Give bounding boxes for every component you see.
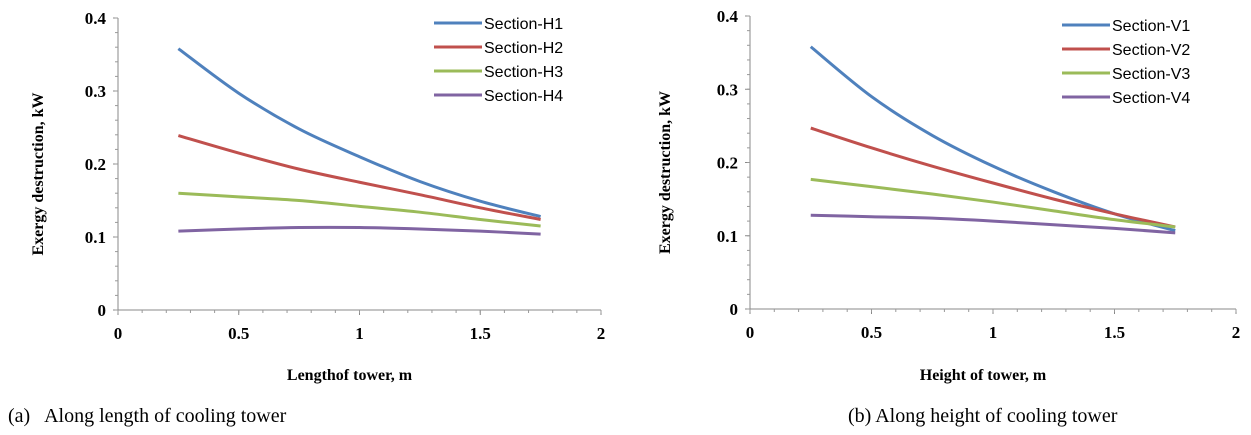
y-axis-title: Exergy destruction, kW xyxy=(657,91,674,254)
x-tick-label: 2 xyxy=(1232,323,1241,342)
legend-label: Section-V1 xyxy=(1112,18,1190,35)
legend-label: Section-H2 xyxy=(484,40,563,57)
x-tick-label: 1 xyxy=(355,324,364,343)
series-line-section-h2 xyxy=(177,134,541,221)
x-tick-label: 1 xyxy=(989,323,998,342)
chart-b: 0 0.1 0.2 0.3 0.4 0 0.5 1 1.5 2 Height of tower, m… xyxy=(657,7,1241,384)
legend-label: Section-H3 xyxy=(484,64,563,81)
y-tick-label: 0.1 xyxy=(85,228,106,247)
series-line-section-h1 xyxy=(177,47,541,219)
x-tick-label: 0.5 xyxy=(861,323,882,342)
chart-a: 0 0.1 0.2 0.3 0.4 0 0.5 1 1.5 2 Lengthof tower, m E… xyxy=(30,9,606,384)
y-tick-label: 0.4 xyxy=(717,7,739,26)
legend-label: Section-V2 xyxy=(1112,42,1190,59)
series-line-section-v4 xyxy=(810,213,1176,235)
series-line-section-v3 xyxy=(810,177,1176,229)
y-tick-label: 0.3 xyxy=(717,80,738,99)
y-tick-label: 0.1 xyxy=(717,227,738,246)
caption-b: (b) Along height of cooling tower xyxy=(848,405,1118,427)
legend-label: Section-H4 xyxy=(484,88,563,105)
x-tick-label: 0 xyxy=(746,323,755,342)
y-tick-label: 0.4 xyxy=(85,9,107,28)
series-line-section-h3 xyxy=(178,191,541,228)
y-tick-label: 0 xyxy=(730,300,739,319)
x-tick-label: 1.5 xyxy=(470,324,491,343)
x-tick-label: 1.5 xyxy=(1104,323,1125,342)
legend-label: Section-H1 xyxy=(484,16,563,33)
y-tick-label: 0 xyxy=(98,301,107,320)
series-line-section-v2 xyxy=(810,126,1176,229)
legend-label: Section-V4 xyxy=(1112,90,1190,107)
y-tick-label: 0.2 xyxy=(717,154,738,173)
y-tick-label: 0.3 xyxy=(85,82,106,101)
y-axis-title: Exergy destruction, kW xyxy=(30,92,47,255)
x-axis-title: Height of tower, m xyxy=(920,367,1047,384)
x-tick-label: 0 xyxy=(114,324,123,343)
series-line-section-h4 xyxy=(178,225,541,236)
caption-a: (a) Along length of cooling tower xyxy=(8,405,287,427)
x-tick-label: 0.5 xyxy=(228,324,249,343)
x-tick-label: 2 xyxy=(597,324,606,343)
y-tick-label: 0.2 xyxy=(85,155,106,174)
x-axis-title: Lengthof tower, m xyxy=(287,367,413,384)
legend-label: Section-V3 xyxy=(1112,66,1190,83)
